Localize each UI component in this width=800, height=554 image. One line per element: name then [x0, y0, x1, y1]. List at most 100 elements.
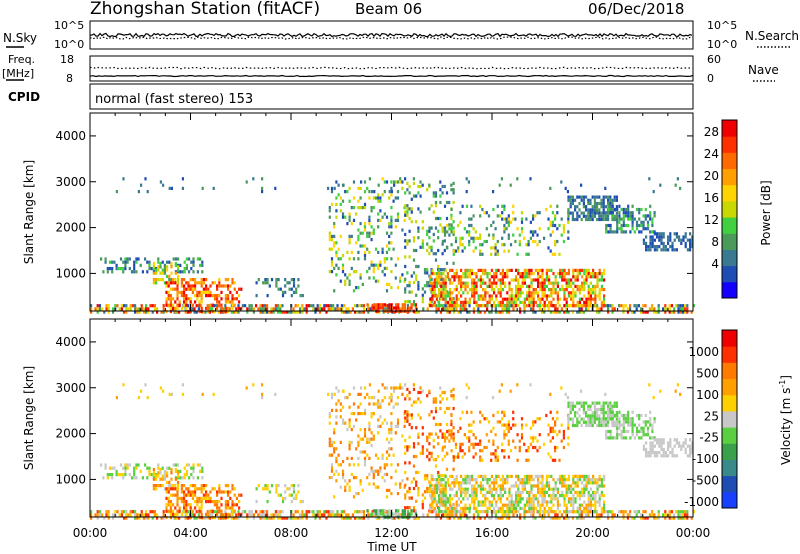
- range-cell: [167, 509, 170, 513]
- range-cell: [561, 490, 564, 494]
- range-cell: [224, 304, 227, 308]
- range-cell: [105, 304, 108, 308]
- range-cell: [613, 423, 617, 427]
- range-cell: [361, 437, 364, 441]
- range-cell: [494, 304, 497, 308]
- range-cell: [455, 304, 458, 308]
- range-cell: [591, 205, 594, 209]
- range-cell: [263, 304, 266, 308]
- range-cell: [395, 306, 398, 310]
- range-cell: [468, 268, 471, 272]
- range-cell: [200, 278, 203, 282]
- range-cell: [464, 284, 467, 288]
- range-cell: [605, 436, 608, 440]
- range-cell: [194, 278, 197, 282]
- range-cell: [572, 288, 575, 292]
- range-cell: [385, 488, 389, 492]
- range-cell: [165, 487, 168, 491]
- range-cell: [482, 478, 485, 482]
- range-cell: [541, 481, 544, 485]
- range-cell: [357, 405, 360, 409]
- range-cell: [593, 195, 596, 199]
- range-cell: [305, 510, 308, 514]
- range-cell: [401, 392, 404, 396]
- range-cell: [529, 426, 532, 430]
- range-cell: [615, 198, 618, 202]
- range-cell: [345, 516, 348, 520]
- range-cell: [284, 284, 287, 288]
- range-cell: [318, 516, 321, 520]
- range-cell: [444, 500, 447, 504]
- range-cell: [651, 423, 654, 427]
- range-cell: [520, 426, 524, 430]
- range-cell: [581, 474, 584, 478]
- range-cell: [252, 177, 255, 181]
- range-cell: [335, 456, 338, 460]
- range-cell: [567, 310, 570, 314]
- range-cell: [574, 423, 577, 428]
- range-cell: [578, 513, 581, 517]
- range-cell: [585, 272, 588, 276]
- range-cell: [548, 268, 551, 272]
- range-cell: [466, 268, 469, 272]
- range-cell: [455, 294, 458, 298]
- range-cell: [571, 401, 574, 405]
- range-cell: [537, 284, 540, 288]
- range-cell: [618, 510, 621, 514]
- range-cell: [527, 445, 530, 450]
- range-cell: [495, 478, 498, 482]
- range-cell: [343, 304, 346, 308]
- range-cell: [366, 231, 369, 235]
- range-cell: [490, 458, 493, 462]
- range-cell: [457, 275, 460, 279]
- range-cell: [497, 484, 500, 488]
- range-cell: [188, 270, 191, 274]
- range-cell: [563, 516, 566, 520]
- range-cell: [209, 496, 212, 500]
- status-trace: [89, 66, 694, 70]
- range-cell: [598, 478, 601, 482]
- range-cell: [290, 484, 293, 488]
- range-cell: [662, 232, 665, 236]
- range-cell: [471, 497, 474, 501]
- range-cell: [348, 444, 351, 448]
- range-cell: [565, 503, 568, 507]
- range-cell: [512, 417, 515, 421]
- range-cell: [571, 195, 574, 199]
- range-cell: [449, 487, 452, 491]
- range-cell: [580, 516, 583, 520]
- range-cell: [578, 195, 581, 199]
- range-cell: [609, 230, 612, 234]
- range-cell: [177, 474, 180, 478]
- range-cell: [596, 414, 599, 418]
- range-cell: [137, 190, 140, 194]
- range-cell: [462, 304, 465, 308]
- range-cell: [136, 513, 139, 517]
- range-cell: [547, 452, 550, 456]
- range-cell: [580, 183, 583, 187]
- range-cell: [429, 288, 432, 292]
- range-cell: [333, 472, 336, 476]
- range-cell: [341, 472, 345, 476]
- range-cell: [576, 494, 579, 498]
- range-cell: [292, 490, 296, 494]
- range-cell: [335, 469, 338, 473]
- range-cell: [629, 217, 632, 221]
- range-cell: [172, 487, 175, 491]
- range-cell: [525, 458, 528, 462]
- range-cell: [301, 513, 304, 517]
- range-cell: [547, 513, 550, 517]
- range-cell: [385, 421, 389, 425]
- range-cell: [261, 510, 264, 514]
- range-cell: [464, 474, 467, 478]
- range-cell: [231, 500, 234, 504]
- range-cell: [412, 280, 416, 285]
- range-cell: [446, 304, 449, 308]
- range-cell: [616, 426, 619, 430]
- range-cell: [172, 287, 175, 291]
- status-trace: [89, 36, 694, 40]
- range-cell: [596, 484, 599, 488]
- range-cell: [645, 248, 648, 252]
- range-cell: [162, 310, 165, 314]
- range-cell: [644, 207, 647, 212]
